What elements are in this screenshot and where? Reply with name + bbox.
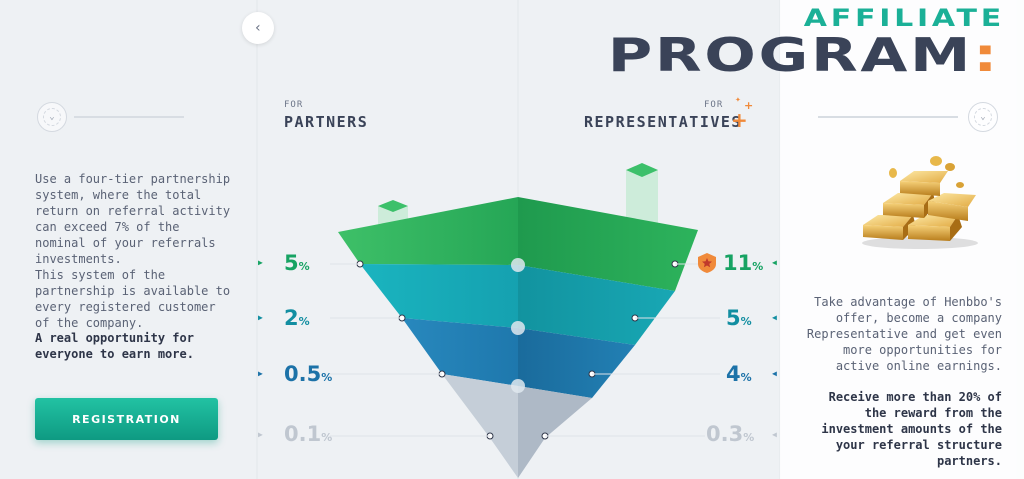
partner-tier-2-percent: 2% <box>284 306 310 330</box>
intro-paragraph: Use a four-tier partnership system, wher… <box>35 172 231 266</box>
title-program: PROGRAM: <box>607 28 1000 82</box>
triangle-marker-icon: ◀ <box>772 430 777 439</box>
partners-title: PARTNERS <box>284 113 369 131</box>
plus-icon: + <box>731 108 748 132</box>
title-colon: : <box>973 28 1000 82</box>
divider-right <box>818 116 958 118</box>
representative-badge-icon <box>698 253 716 273</box>
triangle-marker-icon: ▶ <box>258 369 263 378</box>
tier-4-left <box>442 374 518 478</box>
partner-tier-1-percent: 5% <box>284 251 310 275</box>
tier-3-right <box>518 328 635 398</box>
tier-3-left <box>402 318 518 386</box>
triangle-marker-icon: ▶ <box>258 313 263 322</box>
triangle-marker-icon: ◀ <box>772 313 777 322</box>
representative-offer-paragraph: Take advantage of Henbbo's offer, become… <box>806 295 1002 373</box>
tier-2-right <box>518 265 675 345</box>
representatives-for-label: FOR <box>704 100 724 110</box>
partner-tier-3-percent: 0.5% <box>284 362 333 386</box>
scroll-down-right-button[interactable]: ⌄ <box>968 102 998 132</box>
representative-tier-1-percent: 11% <box>723 251 764 275</box>
back-button[interactable]: ‹ <box>242 12 274 44</box>
plus-small-icon: + <box>744 99 754 112</box>
representatives-title: REPRESENTATIVES <box>584 113 742 131</box>
opportunity-paragraph: A real opportunity for everyone to earn … <box>35 331 194 361</box>
representative-tier-2-percent: 5% <box>726 306 752 330</box>
tier-funnel <box>338 163 698 478</box>
partners-for-label: FOR <box>284 100 304 110</box>
title-affiliate: AFFILIATE <box>803 4 1005 32</box>
tier-4-right <box>518 386 592 478</box>
triangle-marker-icon: ▶ <box>258 258 263 267</box>
tier-1-left <box>338 197 518 265</box>
representative-tier-4-percent: 0.3% <box>706 422 755 446</box>
tier-1-right <box>518 197 698 291</box>
chevron-left-icon: ‹ <box>253 20 263 36</box>
divider-left <box>74 116 184 118</box>
scroll-down-left-button[interactable]: ⌄ <box>37 102 67 132</box>
partner-tier-4-percent: 0.1% <box>284 422 333 446</box>
triangle-marker-icon: ▶ <box>258 430 263 439</box>
gold-bars-icon <box>862 156 978 249</box>
registration-button[interactable]: REGISTRATION <box>35 398 218 440</box>
triangle-marker-icon: ◀ <box>772 369 777 378</box>
triangle-marker-icon: ◀ <box>772 258 777 267</box>
tier-2-left <box>360 264 518 328</box>
availability-paragraph: This system of the partnership is availa… <box>35 268 231 330</box>
reward-paragraph: Receive more than 20% of the reward from… <box>821 390 1002 468</box>
representative-tier-3-percent: 4% <box>726 362 752 386</box>
sparkle-icon: ✦ <box>735 96 741 104</box>
